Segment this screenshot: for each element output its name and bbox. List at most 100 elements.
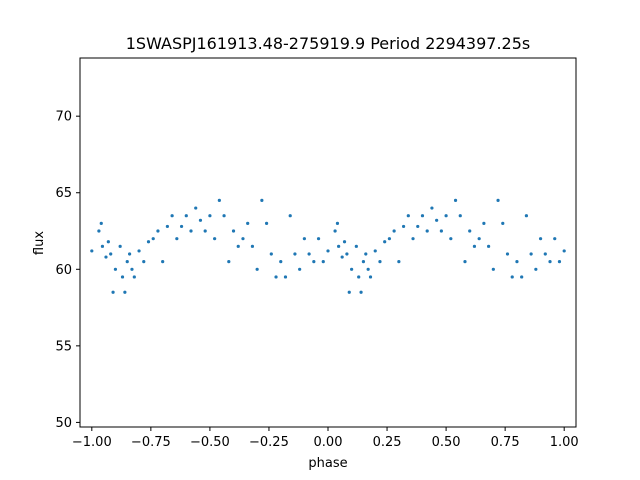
y-tick-label: 70 — [55, 110, 72, 125]
data-point — [104, 255, 108, 259]
data-point — [468, 229, 472, 233]
data-point — [342, 240, 347, 244]
data-point — [137, 249, 141, 253]
data-point — [250, 244, 255, 248]
x-axis-label: phase — [308, 456, 347, 471]
data-point — [359, 290, 363, 294]
data-point — [260, 198, 264, 202]
data-point — [430, 206, 434, 210]
data-point — [420, 214, 425, 218]
data-point — [520, 275, 524, 279]
x-tick-label: 0.00 — [314, 435, 343, 450]
data-point — [439, 229, 443, 233]
chart-title: 1SWASPJ161913.48-275919.9 Period 2294397… — [126, 34, 531, 53]
data-point — [340, 255, 344, 259]
data-point — [510, 275, 514, 279]
data-point — [203, 229, 207, 233]
data-point — [132, 275, 136, 279]
x-tick-label: −0.50 — [190, 435, 230, 450]
data-point — [449, 237, 453, 241]
data-point — [222, 214, 226, 218]
data-point — [347, 290, 351, 294]
data-point — [354, 244, 358, 248]
data-point — [279, 260, 283, 264]
data-point — [463, 260, 467, 264]
x-tick-label: 1.00 — [550, 435, 579, 450]
data-point — [274, 275, 278, 279]
data-point — [524, 214, 529, 218]
data-point — [283, 275, 288, 279]
data-point — [392, 229, 396, 233]
data-point — [368, 275, 373, 279]
data-point — [453, 198, 458, 202]
data-point — [458, 214, 462, 218]
data-point — [120, 275, 125, 279]
data-point — [534, 267, 538, 271]
data-point — [90, 249, 94, 253]
data-point — [406, 214, 410, 218]
data-point — [194, 206, 198, 210]
data-point — [378, 260, 382, 264]
data-point — [357, 275, 361, 279]
data-point — [241, 237, 245, 241]
data-point — [99, 221, 103, 225]
data-point — [307, 252, 311, 256]
data-point — [337, 244, 341, 248]
data-point — [151, 237, 155, 241]
data-point — [293, 252, 297, 256]
x-tick-label: −0.75 — [131, 435, 171, 450]
data-point — [175, 237, 179, 241]
data-point — [298, 267, 302, 271]
data-point — [350, 267, 354, 271]
data-point — [269, 252, 273, 256]
data-point — [472, 244, 477, 248]
data-point — [208, 214, 212, 218]
data-point — [189, 229, 193, 233]
y-tick-label: 55 — [55, 339, 72, 354]
x-tick-label: 0.25 — [373, 435, 402, 450]
data-point — [146, 240, 151, 244]
data-point — [487, 244, 491, 248]
data-point — [553, 237, 557, 241]
data-point — [543, 252, 547, 256]
data-point — [548, 260, 552, 264]
data-point — [515, 260, 519, 264]
data-point — [227, 260, 231, 264]
data-point — [411, 237, 415, 241]
y-tick-label: 60 — [55, 263, 72, 278]
data-point — [538, 237, 543, 241]
data-point — [505, 252, 510, 256]
data-point — [111, 290, 115, 294]
y-tick-label: 50 — [55, 416, 72, 431]
data-point — [326, 249, 330, 253]
data-point — [156, 229, 160, 233]
data-point — [401, 224, 406, 229]
data-point — [366, 267, 370, 271]
data-point — [130, 267, 134, 271]
data-point — [345, 252, 349, 256]
data-point — [109, 252, 113, 256]
data-point — [477, 237, 481, 241]
data-point — [302, 237, 306, 241]
data-point — [361, 260, 366, 264]
data-point — [288, 214, 292, 218]
data-point — [425, 229, 429, 233]
x-axis-ticks: −1.00 −0.75 −0.50 −0.25 0.00 0.25 0.50 0.75 1.00 — [72, 427, 579, 450]
data-point — [113, 267, 118, 271]
data-point — [482, 221, 486, 225]
data-point — [255, 267, 259, 271]
data-points — [90, 198, 566, 294]
data-point — [246, 221, 250, 225]
data-point — [491, 267, 495, 271]
data-point — [416, 224, 420, 229]
data-point — [128, 252, 132, 256]
data-point — [496, 198, 500, 202]
data-point — [501, 221, 505, 225]
y-axis-ticks: 50 55 60 65 70 — [55, 110, 80, 431]
data-point — [198, 218, 203, 222]
y-tick-label: 65 — [55, 186, 72, 201]
data-point — [106, 240, 110, 244]
data-point — [364, 252, 368, 256]
